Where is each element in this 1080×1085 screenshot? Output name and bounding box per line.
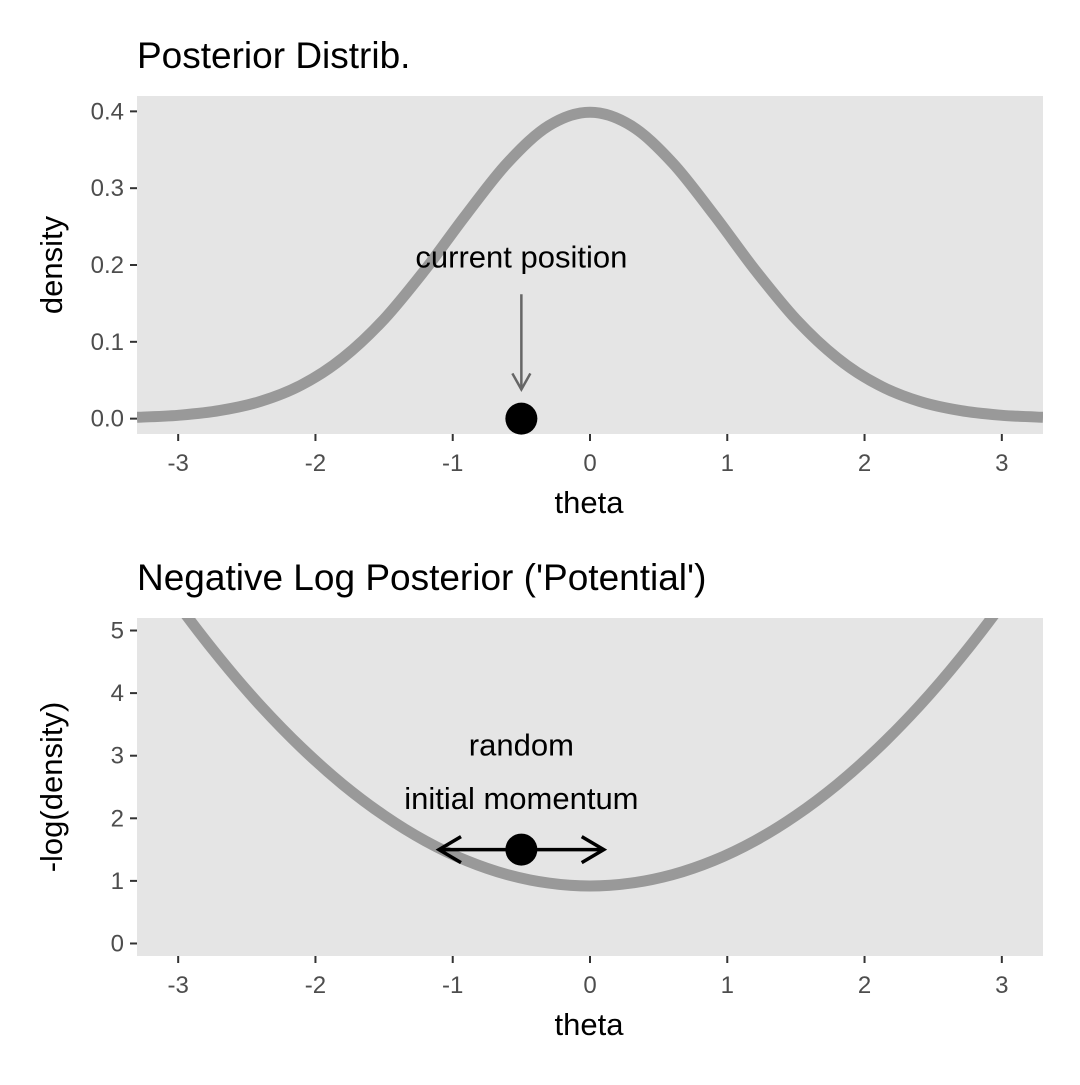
y-tick-label: 0.1 [91,329,124,356]
y-tick-label: 0 [111,930,124,957]
x-tick-label: -3 [168,450,189,477]
annotation-label-line: initial momentum [404,781,638,816]
momentum-arrowhead-left [435,835,462,865]
y-tick-label: 0.3 [91,175,124,202]
x-tick-label: 2 [858,972,871,999]
plot-background [137,618,1043,956]
x-tick-label: -2 [305,972,326,999]
y-tick-label: 1 [111,868,124,895]
annotation-label: current position [415,239,627,274]
x-tick-label: -1 [442,450,463,477]
annotation: random initial momentum [404,728,639,865]
x-tick-label: 3 [995,450,1008,477]
y-tick-label: 2 [111,805,124,832]
y-tick-label: 3 [111,743,124,770]
y-axis: 0.0 0.1 0.2 0.3 0.4 [91,98,137,433]
posterior-panel: Posterior Distrib. 0.00.10.20.30.4 -3 -2-… [34,35,1043,520]
annotation: current position [415,239,627,392]
y-tick-label: 0.4 [91,98,124,125]
potential-curve [181,618,999,892]
y-tick-label: 5 [111,618,124,645]
x-axis-label: theta [555,485,625,520]
x-tick-label: -3 [168,972,189,999]
chart-title: Negative Log Posterior ('Potential') [137,557,706,598]
x-axis-label: theta [555,1007,625,1042]
x-tick-label: 2 [858,450,871,477]
density-curve [137,106,1043,423]
x-axis: -3 -2 -1 0 1 2 3 [168,434,1008,477]
x-tick-label: 1 [721,972,734,999]
x-tick-label: -2 [305,450,326,477]
x-tick-label: 0 [583,450,596,477]
x-tick-label: 0 [583,972,596,999]
annotation-label-line: random [469,728,574,763]
current-position-point [505,402,538,435]
x-axis: -3 -2 -1 0 1 2 3 [168,956,1008,999]
y-tick-label: 0.2 [91,252,124,279]
y-axis-label: -log(density) [34,702,69,873]
plot-background [137,96,1043,434]
y-tick-label: 4 [111,680,124,707]
x-tick-label: -1 [442,972,463,999]
x-tick-label: 3 [995,972,1008,999]
annotation-arrowhead [511,372,532,392]
y-tick-label: 0.0 [91,406,124,433]
y-axis-label: density [34,215,69,314]
y-axis: 0 1 2 3 4 5 [111,618,137,957]
potential-panel: Negative Log Posterior ('Potential') 0 1 2… [34,557,1043,1042]
current-position-point [505,833,538,866]
chart-title: Posterior Distrib. [137,35,410,76]
x-tick-label: 1 [721,450,734,477]
momentum-arrowhead-right [580,835,608,865]
